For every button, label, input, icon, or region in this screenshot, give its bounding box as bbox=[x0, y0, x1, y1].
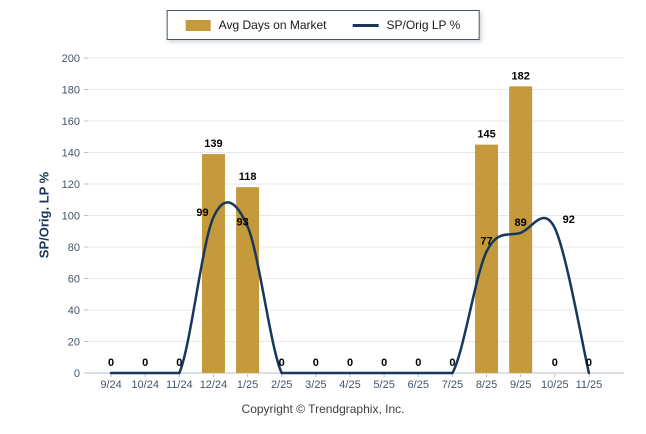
y-tick-label: 60 bbox=[68, 274, 80, 286]
legend-label-sp-orig-lp: SP/Orig LP % bbox=[386, 18, 461, 32]
y-tick-label: 20 bbox=[68, 337, 80, 349]
bar-value-label: 182 bbox=[511, 70, 529, 82]
bar-avg-days-on-market bbox=[475, 144, 499, 373]
y-tick-label: 0 bbox=[74, 368, 80, 380]
x-tick-label: 9/24 bbox=[100, 379, 121, 391]
x-tick-label: 7/25 bbox=[442, 379, 463, 391]
x-tick-label: 11/25 bbox=[576, 379, 603, 391]
y-tick-label: 180 bbox=[62, 85, 80, 97]
x-tick-label: 10/25 bbox=[541, 379, 569, 391]
line-value-label: 99 bbox=[196, 207, 208, 219]
line-value-label: 92 bbox=[563, 214, 575, 226]
bar-value-label: 145 bbox=[477, 129, 495, 141]
bar-avg-days-on-market bbox=[201, 154, 225, 373]
y-tick-label: 120 bbox=[62, 179, 80, 191]
y-tick-label: 80 bbox=[68, 242, 80, 254]
chart-legend: Avg Days on Market SP/Orig LP % bbox=[166, 10, 480, 40]
bar-value-label: 0 bbox=[279, 357, 285, 369]
bar-value-label: 139 bbox=[204, 138, 222, 150]
x-tick-label: 10/24 bbox=[131, 379, 159, 391]
x-tick-label: 12/24 bbox=[200, 379, 228, 391]
y-tick-label: 200 bbox=[62, 53, 80, 65]
y-tick-label: 140 bbox=[62, 148, 80, 160]
bar-value-label: 0 bbox=[552, 357, 558, 369]
bar-value-label: 118 bbox=[239, 171, 257, 183]
bar-value-label: 0 bbox=[381, 357, 387, 369]
x-tick-label: 6/25 bbox=[408, 379, 429, 391]
bar-avg-days-on-market bbox=[509, 86, 533, 373]
x-tick-label: 1/25 bbox=[237, 379, 258, 391]
bar-value-label: 0 bbox=[586, 357, 592, 369]
sp-orig-lp-line bbox=[109, 201, 591, 375]
x-tick-label: 2/25 bbox=[271, 379, 292, 391]
bar-value-label: 0 bbox=[176, 357, 182, 369]
line-value-label: 93 bbox=[236, 217, 248, 229]
x-tick-label: 3/25 bbox=[305, 379, 326, 391]
line-value-label: 89 bbox=[515, 217, 527, 229]
x-tick-label: 5/25 bbox=[373, 379, 394, 391]
bar-value-label: 0 bbox=[415, 357, 421, 369]
bar-value-label: 0 bbox=[313, 357, 319, 369]
legend-item-avg-days: Avg Days on Market bbox=[185, 18, 327, 32]
copyright-text: Copyright © Trendgraphix, Inc. bbox=[241, 402, 405, 416]
y-axis-title: SP/Orig. LP % bbox=[36, 171, 52, 259]
x-tick-label: 9/25 bbox=[510, 379, 531, 391]
bar-avg-days-on-market bbox=[236, 187, 260, 373]
legend-label-avg-days: Avg Days on Market bbox=[218, 18, 327, 32]
bar-value-label: 0 bbox=[347, 357, 353, 369]
x-tick-label: 4/25 bbox=[339, 379, 360, 391]
line-value-label: 77 bbox=[480, 236, 492, 248]
bar-value-label: 0 bbox=[142, 357, 148, 369]
bar-series-swatch-icon bbox=[185, 19, 211, 31]
x-tick-label: 8/25 bbox=[476, 379, 497, 391]
line-series-swatch-icon bbox=[352, 23, 379, 27]
legend-item-sp-orig-lp: SP/Orig LP % bbox=[352, 18, 461, 32]
y-tick-label: 160 bbox=[62, 116, 80, 128]
y-tick-label: 40 bbox=[68, 305, 80, 317]
y-tick-label: 100 bbox=[62, 211, 80, 223]
bar-value-label: 0 bbox=[108, 357, 114, 369]
bar-value-label: 0 bbox=[449, 357, 455, 369]
x-tick-label: 11/24 bbox=[166, 379, 193, 391]
